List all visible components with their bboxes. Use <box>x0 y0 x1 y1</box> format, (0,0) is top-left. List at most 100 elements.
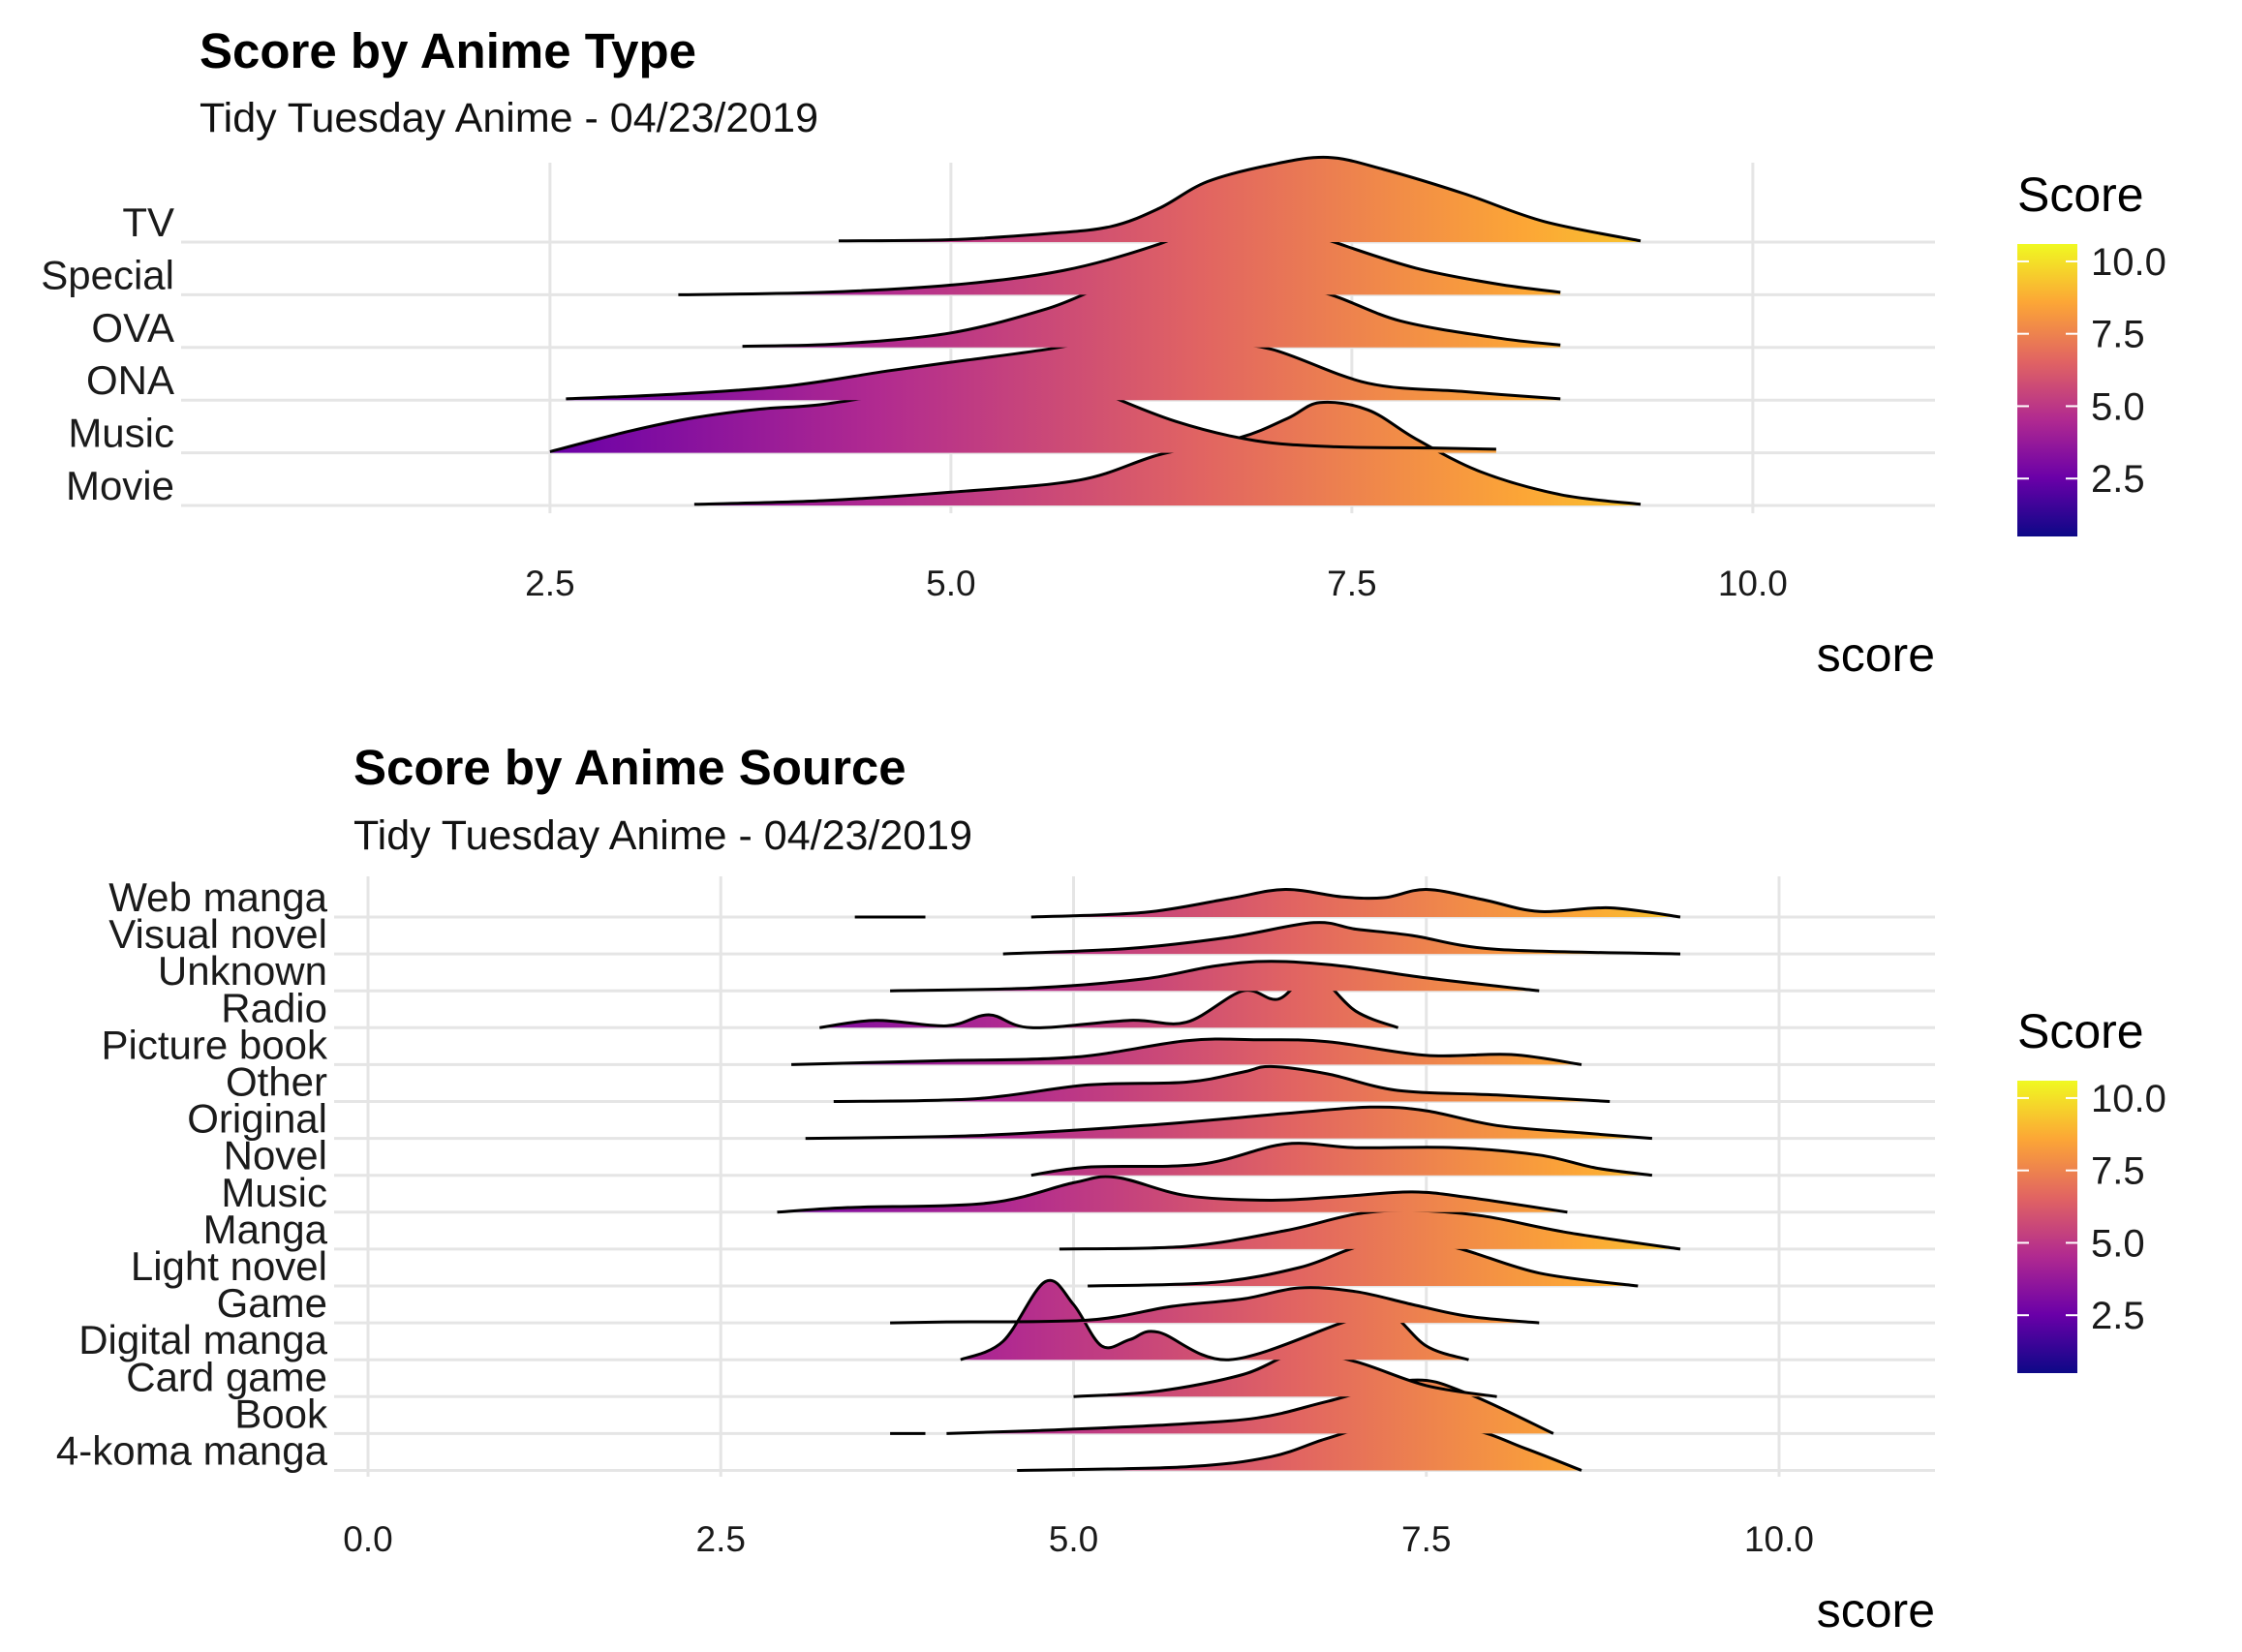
ridge-unknown <box>890 960 1540 993</box>
ridge-picture-book <box>791 1037 1582 1066</box>
legend-tick-label: 7.5 <box>2091 1150 2145 1193</box>
x-axis-title: score <box>1817 1583 1935 1637</box>
ridge-novel <box>1030 1142 1653 1178</box>
y-axis-label: ONA <box>86 357 174 403</box>
ridge-line <box>693 400 1642 506</box>
ridge-area <box>742 277 1561 348</box>
ridge-line <box>890 1286 1540 1325</box>
y-axis-label: Game <box>217 1280 327 1326</box>
ridge-area <box>890 961 1540 992</box>
y-axis-label: Novel <box>224 1133 327 1178</box>
ridge-area <box>1030 889 1680 917</box>
ridges <box>777 887 1681 1472</box>
ridge-line <box>1002 921 1681 956</box>
legend-tick-label: 10.0 <box>2091 1078 2166 1120</box>
ridge-area <box>1002 922 1680 955</box>
ridge-area <box>839 157 1641 242</box>
ridge-original <box>805 1105 1653 1141</box>
ridge-line <box>838 155 1642 243</box>
ridge-music <box>777 1175 1568 1214</box>
ridge-line <box>777 1175 1568 1214</box>
y-axis-label: Digital manga <box>78 1317 327 1362</box>
chart-subtitle: Tidy Tuesday Anime - 04/23/2019 <box>200 95 818 141</box>
y-axis-label: Music <box>68 411 174 456</box>
x-tick-label: 10.0 <box>1718 564 1788 603</box>
ridge-area <box>777 1177 1568 1212</box>
x-axis-ticks: 0.0 2.5 5.0 7.5 10.0 <box>343 1519 1814 1559</box>
ridge-area <box>1088 1241 1639 1286</box>
y-axis-label: Picture book <box>102 1022 328 1067</box>
ridge-line <box>890 960 1540 993</box>
y-axis-label: Original <box>187 1096 327 1142</box>
ridge-4-koma-manga <box>1017 1422 1582 1472</box>
chart-title: Score by Anime Type <box>200 23 696 78</box>
panel-anime-type: Score by Anime Type Tidy Tuesday Anime -… <box>41 23 2166 682</box>
y-axis-labels: TV Special OVA ONA Music Movie <box>41 199 174 508</box>
ridge-visual-novel <box>1002 921 1681 956</box>
x-axis-title: score <box>1817 627 1935 682</box>
y-axis-label: TV <box>122 199 174 245</box>
x-tick-label: 10.0 <box>1744 1519 1814 1559</box>
ridge-web-manga <box>1030 887 1681 919</box>
x-tick-label: 0.0 <box>343 1519 392 1559</box>
y-axis-label: Unknown <box>158 948 327 994</box>
ridge-area <box>678 214 1561 295</box>
ridge-area <box>1059 1209 1680 1249</box>
legend-ticks: 10.0 7.5 5.0 2.5 <box>2017 1078 2166 1337</box>
legend-tick-label: 2.5 <box>2091 458 2145 501</box>
ridges <box>549 155 1642 506</box>
legend: Score 10.0 7.5 5.0 2.5 <box>2017 168 2166 536</box>
y-axis-label: 4-koma manga <box>56 1428 328 1474</box>
ridge-area <box>1017 1423 1582 1471</box>
ridge-movie <box>693 400 1642 506</box>
ridge-manga <box>1059 1208 1681 1251</box>
legend: Score 10.0 7.5 5.0 2.5 <box>2017 1004 2166 1373</box>
ridge-area <box>805 1107 1652 1139</box>
gridlines <box>334 876 1935 1477</box>
y-axis-label: Other <box>226 1059 327 1105</box>
ridge-line <box>791 1037 1582 1066</box>
ridge-game <box>890 1286 1540 1325</box>
ridge-area <box>890 1287 1540 1324</box>
y-axis-label: Card game <box>126 1354 327 1399</box>
ridge-area <box>819 974 1398 1028</box>
ridge-line <box>805 1105 1653 1141</box>
x-tick-label: 7.5 <box>1401 1519 1451 1559</box>
legend-colorbar <box>2017 244 2077 536</box>
y-axis-label: Radio <box>221 985 327 1030</box>
x-tick-label: 7.5 <box>1327 564 1376 603</box>
ridge-area <box>960 1280 1469 1361</box>
ridge-tv <box>838 155 1642 243</box>
y-axis-label: Light novel <box>131 1243 327 1289</box>
y-axis-label: Book <box>234 1391 328 1436</box>
x-tick-label: 5.0 <box>926 564 975 603</box>
legend-title: Score <box>2017 1004 2144 1058</box>
legend-ticks: 10.0 7.5 5.0 2.5 <box>2017 241 2166 501</box>
y-axis-label: OVA <box>91 305 174 351</box>
x-tick-label: 2.5 <box>525 564 574 603</box>
y-axis-label: Music <box>221 1170 327 1215</box>
chart-title: Score by Anime Source <box>353 740 906 795</box>
legend-title: Score <box>2017 168 2144 222</box>
ridge-area <box>549 361 1496 453</box>
legend-tick-label: 2.5 <box>2091 1295 2145 1337</box>
legend-tick-label: 10.0 <box>2091 241 2166 284</box>
ridge-area <box>1073 1352 1497 1397</box>
panel-anime-source: Score by Anime Source Tidy Tuesday Anime… <box>56 740 2166 1637</box>
y-axis-label: Manga <box>203 1207 328 1252</box>
y-axis-label: Web manga <box>108 874 327 920</box>
ridge-area <box>791 1039 1582 1065</box>
x-tick-label: 5.0 <box>1049 1519 1098 1559</box>
ridge-line <box>1017 1422 1582 1472</box>
y-axis-label: Special <box>41 252 174 297</box>
legend-colorbar <box>2017 1081 2077 1373</box>
ridge-line <box>1030 887 1681 919</box>
y-axis-label: Visual novel <box>108 911 327 957</box>
legend-tick-label: 5.0 <box>2091 385 2145 428</box>
x-tick-label: 2.5 <box>696 1519 746 1559</box>
ridge-line <box>833 1064 1611 1103</box>
y-axis-label: Movie <box>66 463 174 508</box>
ridge-other <box>833 1064 1611 1103</box>
